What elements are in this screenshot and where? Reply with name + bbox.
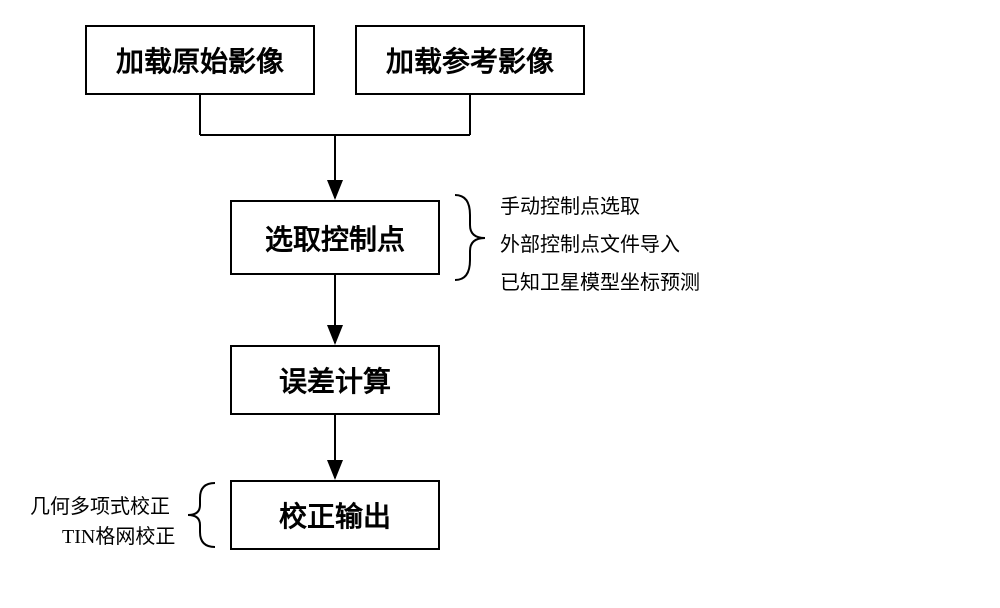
annotation-right-3: 已知卫星模型坐标预测	[500, 266, 700, 295]
node-correction-output: 校正输出	[230, 480, 440, 550]
annotation-left-1: 几何多项式校正	[30, 490, 170, 519]
node-load-original: 加载原始影像	[85, 25, 315, 95]
annotation-right-2: 外部控制点文件导入	[500, 228, 680, 257]
annotation-right-1: 手动控制点选取	[500, 190, 640, 219]
node-error-calc: 误差计算	[230, 345, 440, 415]
node-select-points-label: 选取控制点	[265, 218, 405, 258]
node-load-original-label: 加载原始影像	[116, 40, 284, 80]
node-correction-output-label: 校正输出	[279, 495, 391, 535]
node-load-reference: 加载参考影像	[355, 25, 585, 95]
annotation-left-2: TIN格网校正	[62, 520, 175, 549]
node-select-points: 选取控制点	[230, 200, 440, 275]
node-load-reference-label: 加载参考影像	[386, 40, 554, 80]
node-error-calc-label: 误差计算	[279, 360, 391, 400]
